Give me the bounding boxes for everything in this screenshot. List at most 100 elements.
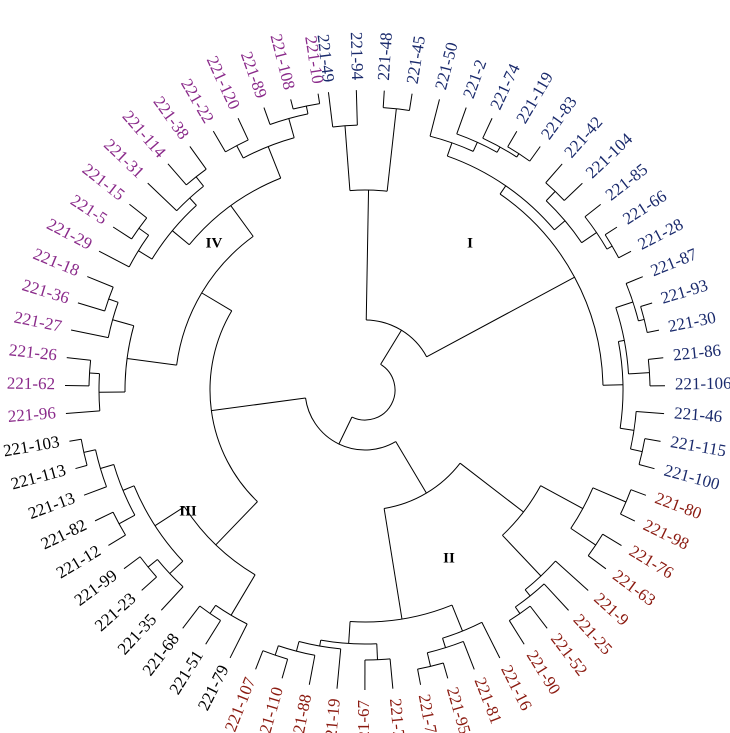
tree-branch [209, 310, 258, 502]
tree-branch [502, 485, 542, 536]
tree-branch [382, 90, 385, 108]
tree-branch [618, 339, 625, 342]
tree-branch [267, 146, 282, 179]
tree-branch [529, 605, 548, 629]
tree-branch [229, 623, 248, 659]
tree-branch [201, 292, 233, 312]
tree-branch [540, 485, 584, 510]
tree-branch [554, 220, 566, 231]
tree-branch [195, 176, 204, 187]
tree-branch [118, 514, 136, 525]
tree-branch [274, 645, 279, 656]
leaf-label: 221-29 [44, 214, 95, 253]
tree-branch [459, 462, 524, 513]
tree-branch [618, 250, 632, 259]
tree-branch [69, 438, 82, 442]
leaf-label: 221-2 [459, 57, 490, 101]
leaf-label: 221-113 [9, 460, 68, 493]
tree-branch [442, 638, 446, 648]
leaf-label: 221-80 [652, 488, 704, 523]
tree-branch [429, 99, 440, 137]
tree-branch [215, 501, 258, 546]
tree-branch [189, 146, 207, 170]
tree-branch [451, 604, 463, 632]
tree-branch [625, 276, 643, 284]
tree-branch [604, 226, 618, 236]
tree-branch [648, 357, 664, 360]
tree-branch [514, 606, 521, 614]
leaf-label: 221-62 [7, 374, 55, 394]
tree-branch [305, 397, 396, 451]
tree-branch [376, 643, 379, 660]
tree-branch [298, 640, 341, 650]
leaf-label: 221-28 [635, 215, 686, 254]
tree-branch [305, 105, 309, 114]
leaf-label: 221-96 [7, 403, 57, 426]
tree-branch [482, 118, 493, 139]
tree-branch [545, 191, 556, 202]
tree-branch [230, 574, 256, 616]
tree-branch [636, 410, 665, 415]
tree-branch [442, 662, 449, 679]
leaf-label: 221-45 [403, 35, 429, 86]
leaf-label: 221-46 [673, 403, 723, 426]
tree-branch [263, 107, 271, 125]
tree-branch [167, 163, 187, 186]
tree-branch [581, 232, 597, 244]
tree-branch [100, 464, 114, 469]
leaf-label: 221-86 [672, 341, 722, 365]
tree-branch [209, 604, 217, 614]
tree-branch [122, 485, 135, 491]
tree-branch [108, 298, 119, 303]
tree-branch [365, 190, 370, 321]
tree-branch [112, 511, 126, 536]
leaf-label: 221-71 [415, 693, 443, 733]
tree-branch [172, 230, 190, 246]
leaf-label: 221-87 [648, 244, 700, 280]
leaf-label: 221-88 [288, 693, 316, 733]
tree-branch [647, 329, 660, 334]
tree-branch [129, 203, 147, 219]
tree-branch [319, 640, 322, 647]
leaf-label: 221-48 [374, 32, 396, 81]
tree-branch [408, 93, 413, 111]
tree-branch [212, 130, 226, 153]
tree-branch [295, 641, 300, 652]
tree-branch [417, 662, 444, 670]
tree-branch [98, 250, 130, 268]
tree-branch [545, 163, 563, 184]
tree-branch [462, 641, 475, 670]
tree-branch [638, 318, 645, 322]
tree-branch [383, 508, 403, 620]
tree-branch [344, 125, 351, 191]
tree-branch [481, 622, 501, 659]
tree-branch [545, 182, 565, 201]
tree-branch [524, 589, 531, 597]
tree-branch [355, 90, 358, 126]
tree-branch [308, 655, 316, 685]
clade-label-iii: III [179, 503, 197, 519]
tree-branch [426, 652, 432, 667]
tree-branch [615, 301, 634, 309]
tree-branch [555, 560, 589, 591]
leaf-label: 221-93 [658, 276, 710, 308]
tree-branch [456, 107, 467, 135]
tree-branch [70, 329, 109, 339]
tree-branch [630, 448, 643, 453]
tree-branch [563, 182, 583, 201]
tree-branch [230, 205, 254, 237]
tree-branch [584, 203, 601, 218]
tree-branch [112, 319, 134, 327]
leaf-label: 221-81 [471, 675, 506, 727]
tree-branch [446, 142, 453, 157]
tree-branch [95, 449, 107, 487]
tree-branch [351, 363, 396, 421]
leaf-label: 221-13 [26, 488, 78, 523]
tree-branch [83, 486, 107, 496]
leaf-label: 221-16 [497, 662, 536, 714]
leaf-label: 221-5 [67, 191, 111, 229]
tree-branch [317, 93, 321, 104]
leaf-label: 221-26 [8, 340, 58, 364]
